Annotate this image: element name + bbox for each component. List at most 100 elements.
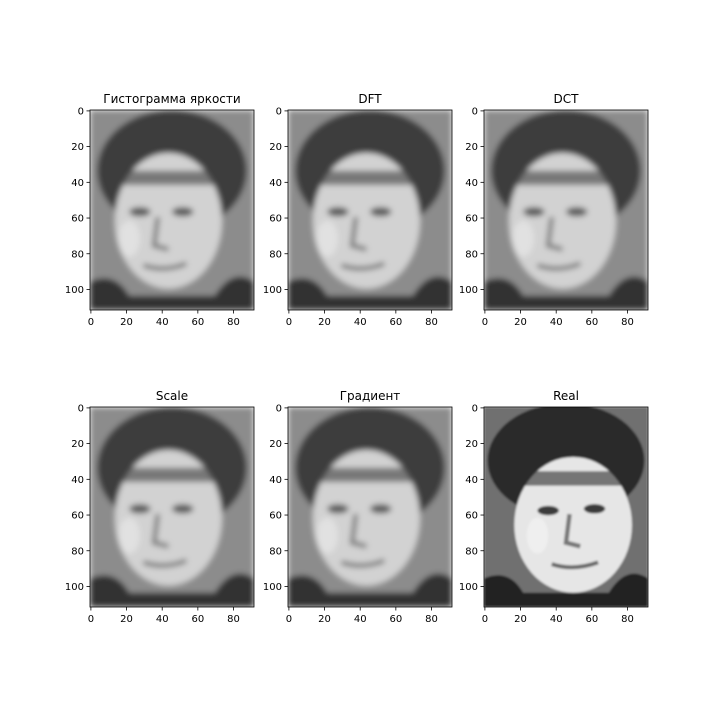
eye (129, 504, 151, 514)
fringe (516, 471, 631, 486)
y-tick-label: 20 (465, 439, 478, 450)
mouth (142, 558, 188, 568)
y-tick-label: 80 (269, 546, 282, 557)
y-tick-label: 80 (71, 249, 84, 260)
y-tick-label: 100 (263, 285, 282, 296)
image (90, 110, 254, 310)
image-panel (90, 407, 254, 607)
y-tick-label: 100 (459, 285, 478, 296)
y-tick-label: 60 (465, 214, 478, 225)
x-tick-label: 80 (227, 317, 240, 328)
y-tick-label: 60 (269, 214, 282, 225)
nose (151, 216, 169, 252)
eye (583, 504, 606, 514)
subplot-title: DCT (554, 92, 580, 106)
x-tick-label: 40 (354, 317, 367, 328)
image (484, 407, 648, 607)
cheek (526, 517, 549, 554)
x-tick-label: 40 (156, 317, 169, 328)
nose (545, 216, 563, 252)
face (312, 152, 420, 289)
nose (563, 513, 581, 549)
eye (537, 505, 559, 516)
eye (566, 207, 588, 217)
shoulders (484, 573, 648, 607)
shoulders (288, 573, 452, 607)
x-tick-label: 60 (191, 614, 204, 625)
x-tick-label: 0 (88, 317, 94, 328)
y-tick-label: 100 (65, 285, 84, 296)
face (312, 449, 420, 586)
y-tick-label: 40 (71, 178, 84, 189)
y-tick-label: 0 (78, 403, 84, 414)
mouth (536, 261, 582, 271)
mouth (340, 261, 386, 271)
x-tick-label: 40 (550, 317, 563, 328)
x-tick-label: 20 (120, 317, 133, 328)
nose (349, 513, 367, 549)
y-tick-label: 100 (263, 582, 282, 593)
nose (151, 513, 169, 549)
y-tick-label: 0 (78, 106, 84, 117)
x-tick-label: 0 (482, 317, 488, 328)
shoulders (90, 573, 254, 607)
image-panel (90, 110, 254, 310)
fringe (312, 467, 420, 482)
eye (129, 207, 151, 217)
cheek (316, 517, 338, 554)
x-tick-label: 0 (286, 317, 292, 328)
x-tick-label: 0 (88, 614, 94, 625)
x-tick-label: 40 (550, 614, 563, 625)
fringe (312, 170, 420, 185)
x-tick-label: 60 (585, 614, 598, 625)
mouth (551, 560, 599, 570)
mouth (340, 558, 386, 568)
x-tick-label: 80 (425, 317, 438, 328)
image (90, 407, 254, 607)
x-tick-label: 80 (621, 317, 634, 328)
subplot-title: Градиент (340, 389, 401, 403)
subplot-title: Гистограмма яркости (103, 92, 240, 106)
eye (172, 504, 194, 514)
y-tick-label: 60 (71, 214, 84, 225)
axes-frame (287, 109, 453, 311)
y-tick-label: 0 (276, 106, 282, 117)
axes-frame (483, 109, 649, 311)
x-tick-label: 20 (318, 317, 331, 328)
face (114, 449, 222, 586)
x-tick-label: 80 (227, 614, 240, 625)
nose (349, 216, 367, 252)
y-tick-label: 100 (459, 582, 478, 593)
y-tick-label: 80 (269, 249, 282, 260)
x-tick-label: 0 (286, 614, 292, 625)
x-tick-label: 40 (156, 614, 169, 625)
x-tick-label: 20 (514, 317, 527, 328)
face (508, 152, 616, 289)
subplot-title: Real (553, 389, 579, 403)
y-tick-label: 20 (71, 142, 84, 153)
subplot-title: DFT (358, 92, 382, 106)
y-tick-label: 0 (472, 403, 478, 414)
x-tick-label: 0 (482, 614, 488, 625)
y-tick-label: 20 (269, 142, 282, 153)
eye (172, 207, 194, 217)
y-tick-label: 20 (269, 439, 282, 450)
image (288, 110, 452, 310)
image (288, 407, 452, 607)
eye (327, 504, 349, 514)
image-panel (288, 110, 452, 310)
subplot-title: Scale (156, 389, 188, 403)
y-tick-label: 40 (269, 475, 282, 486)
eye (370, 207, 392, 217)
y-tick-label: 20 (71, 439, 84, 450)
y-tick-label: 40 (465, 475, 478, 486)
y-tick-label: 80 (465, 249, 478, 260)
x-tick-label: 20 (120, 614, 133, 625)
cheek (118, 220, 140, 257)
eye (370, 504, 392, 514)
y-tick-label: 100 (65, 582, 84, 593)
fringe (508, 170, 616, 185)
axes-frame (89, 109, 255, 311)
face (114, 152, 222, 289)
axes-frame (287, 406, 453, 608)
